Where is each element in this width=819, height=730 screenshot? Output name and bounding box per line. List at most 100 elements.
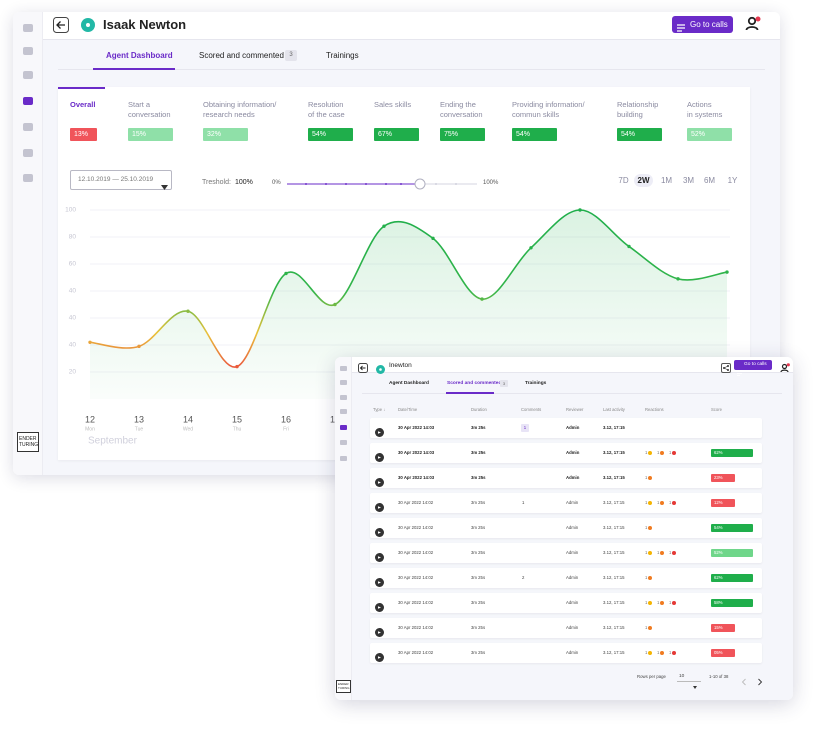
period-option[interactable]: 1M	[660, 176, 673, 185]
last-activity: 3.12, 17:15	[603, 550, 625, 555]
reaction-count: 1	[645, 475, 648, 480]
reaction-icon	[648, 476, 652, 480]
metric-value: 13%	[70, 128, 97, 141]
table-row[interactable]	[370, 468, 762, 488]
metric-label[interactable]: Relationship building	[617, 100, 659, 119]
table-row[interactable]	[370, 643, 762, 663]
tab[interactable]: Scored and commented	[199, 51, 284, 60]
reaction-icon	[660, 451, 664, 455]
metric-label[interactable]: Sales skills	[374, 100, 412, 109]
sidebar-icon[interactable]	[23, 24, 33, 32]
sidebar-icon[interactable]	[340, 380, 347, 385]
table-row[interactable]	[370, 568, 762, 588]
reaction-icon	[660, 551, 664, 555]
sidebar-icon[interactable]	[340, 366, 347, 371]
metric-label[interactable]: Obtaining information/ research needs	[203, 100, 277, 119]
call-type-icon-glyph	[375, 603, 384, 612]
tab[interactable]: Agent Dashboard	[389, 381, 429, 386]
metric-value: 54%	[617, 128, 662, 141]
share-button-glyph	[721, 363, 731, 373]
sidebar-icon[interactable]	[23, 71, 33, 79]
call-duration: 3m 25s	[471, 625, 486, 630]
sidebar-icon[interactable]	[340, 440, 347, 445]
sidebar-icon[interactable]	[340, 425, 347, 430]
prev-page[interactable]	[741, 673, 747, 686]
table-row[interactable]	[370, 543, 762, 563]
logo: ENDER TURING	[17, 432, 39, 452]
share-button[interactable]	[721, 360, 731, 373]
table-row[interactable]	[370, 418, 762, 438]
call-duration: 3m 25s	[471, 650, 486, 655]
column-header[interactable]: Type ↓	[373, 407, 386, 412]
y-tick-label: 40	[69, 342, 77, 349]
tab[interactable]: Agent Dashboard	[106, 51, 173, 60]
metric-label[interactable]: Resolution of the case	[308, 100, 345, 119]
reviewer: Admin	[566, 650, 579, 655]
threshold-value: 100%	[235, 179, 253, 186]
table-row[interactable]	[370, 518, 762, 538]
sidebar-icon[interactable]	[23, 149, 33, 157]
next-page-glyph	[758, 678, 763, 686]
period-option[interactable]: 3M	[682, 176, 695, 185]
sidebar	[335, 357, 352, 700]
sidebar-icon[interactable]	[340, 409, 347, 414]
x-tick-sublabel: Fri	[283, 426, 289, 432]
sidebar-icon[interactable]	[23, 97, 33, 105]
back-button[interactable]	[53, 17, 69, 33]
last-activity: 3.12, 17:15	[603, 425, 625, 430]
table-row[interactable]	[370, 593, 762, 613]
metric-label[interactable]: Overall	[70, 100, 96, 109]
table-row[interactable]	[370, 443, 762, 463]
rows-per-page-select[interactable]: 10	[677, 672, 701, 682]
call-duration: 3m 25s	[471, 425, 486, 430]
sidebar-icon[interactable]	[340, 456, 347, 461]
table-row[interactable]	[370, 493, 762, 513]
column-header: Date/Time	[398, 407, 418, 412]
back-button[interactable]	[358, 360, 368, 373]
reviewer: Admin	[566, 450, 580, 455]
y-tick-label: 100	[65, 207, 76, 214]
sidebar-icon[interactable]	[340, 395, 347, 400]
reaction-icon	[672, 601, 676, 605]
last-activity: 3.12, 17:15	[603, 475, 625, 480]
column-header: Last activity	[603, 407, 625, 412]
metric-label[interactable]: Ending the conversation	[440, 100, 483, 119]
go-to-calls-button[interactable]: Go to calls	[672, 16, 733, 33]
tab[interactable]: Trainings	[326, 51, 359, 60]
date-range-select[interactable]: 12.10.2019 — 25.10.2019	[70, 170, 172, 190]
last-activity: 3.12, 17:15	[603, 525, 625, 530]
score-bar: 23%	[711, 474, 735, 482]
tab[interactable]: Scored and commented	[447, 381, 502, 386]
metric-label[interactable]: Actions in systems	[687, 100, 723, 119]
back-button-glyph	[358, 363, 368, 373]
table-row[interactable]	[370, 618, 762, 638]
call-duration: 3m 25s	[471, 500, 486, 505]
back-button-glyph	[53, 17, 69, 33]
threshold-slider-glyph	[287, 178, 477, 190]
agent-name: Inewton	[389, 362, 412, 369]
period-option[interactable]: 7D	[618, 176, 629, 185]
call-date: 30 Apr 2022 14:02	[398, 625, 434, 630]
sidebar-icon[interactable]	[23, 47, 33, 55]
period-option[interactable]: 6M	[703, 176, 716, 185]
reviewer: Admin	[566, 525, 579, 530]
metric-label[interactable]: Start a conversation	[128, 100, 171, 119]
sidebar-icon[interactable]	[23, 123, 33, 131]
sidebar-icon[interactable]	[23, 174, 33, 182]
column-header: Comments	[521, 407, 542, 412]
line-point	[676, 277, 680, 281]
column-header: Reactions	[645, 407, 664, 412]
logo: ENDER TURING	[336, 680, 351, 693]
user-menu[interactable]	[745, 16, 761, 32]
period-option[interactable]: 2W	[634, 174, 653, 187]
tab[interactable]: Trainings	[525, 381, 547, 386]
threshold-slider[interactable]	[286, 177, 478, 190]
metric-label[interactable]: Providing information/ commun skills	[512, 100, 585, 119]
y-tick-label: 40	[69, 315, 77, 322]
period-option[interactable]: 1Y	[727, 176, 738, 185]
user-menu[interactable]	[780, 360, 790, 373]
call-date: 30 Apr 2022 14:03	[398, 425, 435, 430]
go-to-calls-button[interactable]: Go to calls	[734, 360, 772, 370]
next-page[interactable]	[757, 673, 763, 686]
reaction-count: 1	[645, 575, 648, 580]
